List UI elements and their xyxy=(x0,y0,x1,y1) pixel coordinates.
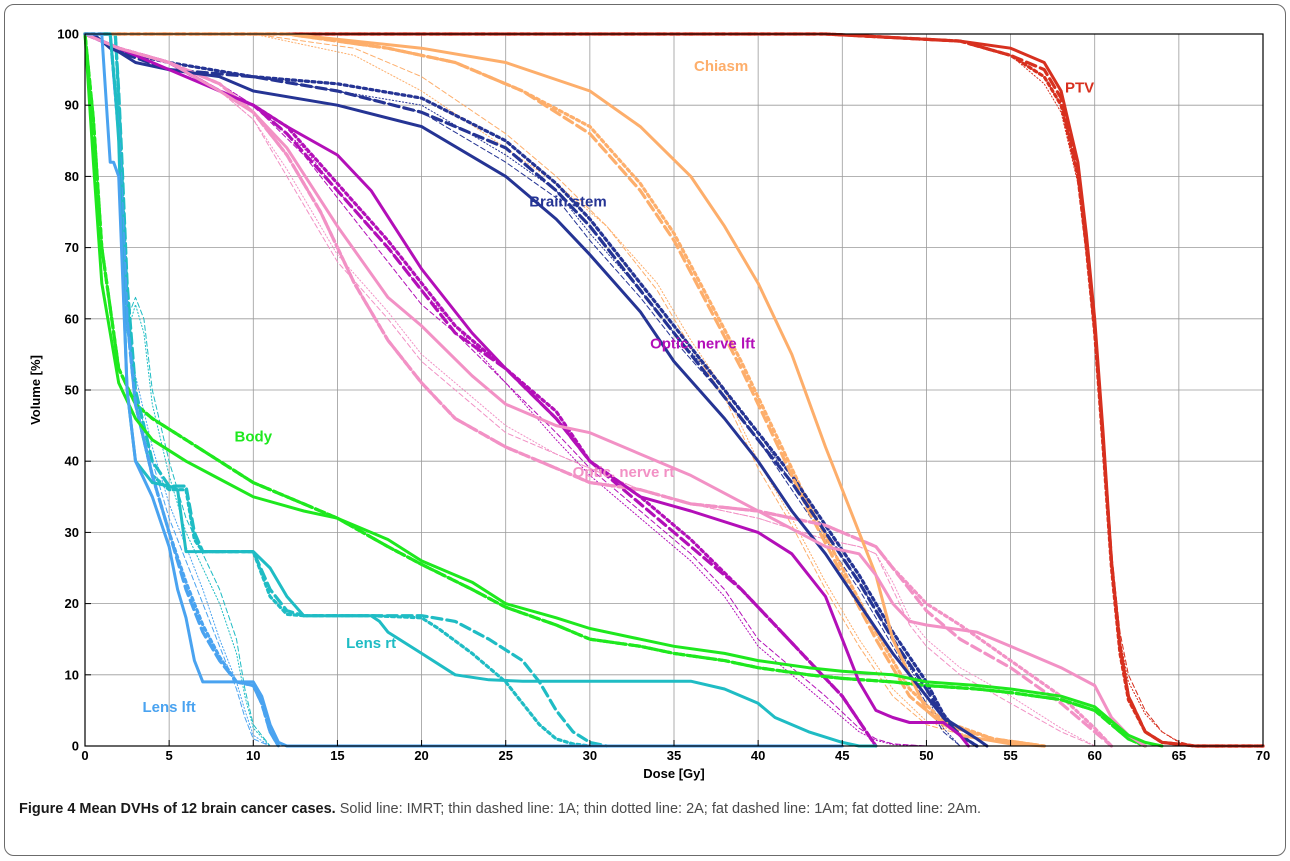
y-tick-label: 0 xyxy=(72,739,79,754)
x-tick-label: 20 xyxy=(414,748,428,763)
x-tick-label: 40 xyxy=(751,748,765,763)
curve-lens-lft-2a xyxy=(84,33,271,747)
y-tick-label: 80 xyxy=(65,169,79,184)
y-tick-label: 10 xyxy=(65,667,79,682)
x-tick-label: 50 xyxy=(919,748,933,763)
dvh-chart: 0 5 10 15 20 25 30 35 40 45 50 55 60 65 70 0 10 20 30 40 50 6… xyxy=(28,27,1270,782)
x-tick-label: 35 xyxy=(667,748,681,763)
curve-chiasm-imrt xyxy=(83,32,1046,748)
curve-body-imrt xyxy=(83,32,1164,748)
y-tick-label: 40 xyxy=(65,454,79,469)
curve-chiasm-1a xyxy=(84,33,1028,747)
curve-optic-nerve-rt-1am xyxy=(83,32,1114,748)
x-axis-title: Dose [Gy] xyxy=(643,766,704,781)
curve-optic-nerve-lft-imrt xyxy=(83,32,970,748)
axis-ticks: 0 5 10 15 20 25 30 35 40 45 50 55 60 65 70 0 10 20 30 40 50 6… xyxy=(57,27,1270,764)
x-tick-label: 25 xyxy=(498,748,512,763)
curve-ptv-imrt xyxy=(83,32,1265,748)
x-tick-label: 5 xyxy=(166,748,173,763)
series-label: Chiasm xyxy=(694,58,748,75)
curve-brain-stem-2am xyxy=(83,32,979,748)
dvh-curves xyxy=(83,32,1265,748)
x-tick-label: 15 xyxy=(330,748,344,763)
series-label: Brain stem xyxy=(529,193,607,210)
series-labels: PTV Chiasm Brain stem Optic. nerve lft Optic… xyxy=(142,58,1094,716)
y-tick-label: 30 xyxy=(65,525,79,540)
series-label: PTV xyxy=(1065,79,1094,96)
series-label: Lens lft xyxy=(142,699,195,716)
y-tick-label: 20 xyxy=(65,596,79,611)
y-tick-label: 100 xyxy=(57,27,79,42)
x-tick-label: 70 xyxy=(1256,748,1270,763)
caption-text: Solid line: IMRT; thin dashed line: 1A; … xyxy=(335,801,982,817)
series-label: Optic. nerve lft xyxy=(650,336,755,353)
y-tick-label: 50 xyxy=(65,383,79,398)
series-label: Optic. nerve rt xyxy=(573,464,675,481)
x-tick-label: 30 xyxy=(583,748,597,763)
curve-optic-nerve-lft-1a xyxy=(84,33,927,747)
curve-optic-nerve-rt-2a xyxy=(84,33,1096,747)
y-axis-title: Volume [%] xyxy=(28,355,43,425)
curve-lens-rt-2a xyxy=(84,33,271,747)
x-tick-label: 10 xyxy=(246,748,260,763)
x-tick-label: 0 xyxy=(81,748,88,763)
grid-lines xyxy=(85,34,1263,746)
x-tick-label: 65 xyxy=(1172,748,1186,763)
y-tick-label: 90 xyxy=(65,98,79,113)
y-tick-label: 60 xyxy=(65,311,79,326)
curve-brain-stem-imrt xyxy=(83,32,989,748)
caption-title: Figure 4 Mean DVHs of 12 brain cancer ca… xyxy=(19,801,336,817)
figure-caption: Figure 4 Mean DVHs of 12 brain cancer ca… xyxy=(19,798,1277,820)
series-label: Lens rt xyxy=(346,635,396,652)
series-label: Body xyxy=(235,428,273,445)
curve-brain-stem-1a xyxy=(84,33,961,747)
figure-frame xyxy=(4,4,1286,856)
y-tick-label: 70 xyxy=(65,240,79,255)
x-tick-label: 45 xyxy=(835,748,849,763)
curve-chiasm-1am xyxy=(83,32,1046,748)
curve-chiasm-2a xyxy=(84,33,1028,747)
curve-optic-nerve-rt-imrt xyxy=(83,32,1147,748)
x-tick-label: 60 xyxy=(1087,748,1101,763)
curve-body-1am xyxy=(83,32,1147,748)
curve-brain-stem-1am xyxy=(83,32,979,748)
x-tick-label: 55 xyxy=(1003,748,1017,763)
curve-lens-lft-1a xyxy=(84,33,271,747)
